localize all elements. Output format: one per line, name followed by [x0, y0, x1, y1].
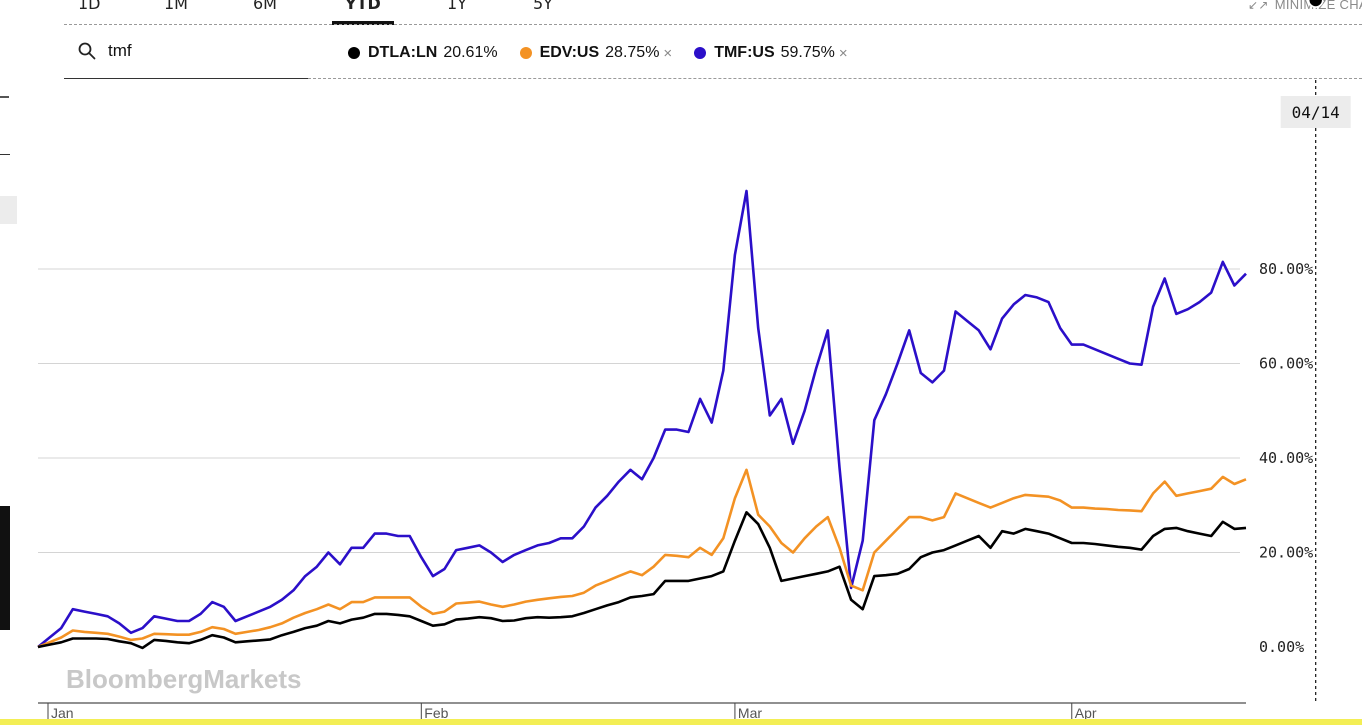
- legend-value: 59.75%: [780, 44, 835, 61]
- search-input[interactable]: [108, 41, 288, 61]
- bottom-strip: [0, 719, 1362, 725]
- security-search: [64, 30, 308, 79]
- comparison-legend: DTLA:LN 20.61% EDV:US 28.75% × TMF:US 59…: [348, 44, 870, 62]
- legend-item-tmf: TMF:US 59.75% ×: [694, 44, 848, 62]
- y-tick-label: 60.00%: [1259, 355, 1313, 373]
- legend-ticker: TMF:US: [714, 44, 775, 61]
- side-tab[interactable]: [0, 196, 17, 224]
- legend-dot: [519, 47, 532, 59]
- search-icon: [78, 42, 96, 60]
- x-tick-label: Feb: [424, 705, 448, 721]
- legend-item-dtla: DTLA:LN 20.61%: [348, 44, 498, 62]
- legend-item-edv: EDV:US 28.75% ×: [519, 44, 673, 62]
- legend-ticker: EDV:US: [539, 44, 600, 61]
- collapse-arrows-icon: ↙↗: [1248, 0, 1269, 12]
- legend-value: 20.61%: [443, 44, 498, 61]
- x-tick-label: Jan: [51, 705, 74, 721]
- side-bar: [0, 506, 10, 630]
- tab-1y[interactable]: 1Y: [447, 0, 467, 13]
- y-tick-label: 20.00%: [1259, 544, 1313, 562]
- y-tick-label: 0.00%: [1259, 638, 1304, 656]
- legend-dot: [348, 47, 360, 59]
- tab-1m[interactable]: 1M: [164, 0, 188, 13]
- tab-5y[interactable]: 5Y: [533, 0, 553, 13]
- x-tick-label: Mar: [738, 705, 762, 721]
- tab-ytd[interactable]: YTD: [345, 0, 381, 13]
- tabs-divider: [64, 24, 1362, 25]
- legend-divider: [308, 78, 1362, 79]
- tab-1d[interactable]: 1D: [78, 0, 101, 13]
- remove-tmf-icon[interactable]: ×: [838, 44, 848, 62]
- tab-6m[interactable]: 6M: [253, 0, 277, 13]
- series-line-edvus: [37, 468, 1247, 649]
- side-divider: [0, 154, 10, 155]
- hover-date: 04/14: [1292, 103, 1340, 122]
- x-tick-label: Apr: [1075, 705, 1097, 721]
- hover-date-box: [1280, 96, 1351, 128]
- watermark: BloombergMarkets: [66, 664, 302, 694]
- series-line-dtlaln: [37, 510, 1247, 650]
- legend-dot: [694, 47, 707, 59]
- legend-value: 28.75%: [605, 44, 660, 61]
- y-tick-label: 80.00%: [1259, 260, 1313, 278]
- series-line-tmfus: [37, 189, 1247, 649]
- y-tick-label: 40.00%: [1259, 449, 1313, 467]
- legend-ticker: DTLA:LN: [368, 44, 438, 61]
- remove-edv-icon[interactable]: ×: [663, 44, 673, 62]
- side-handle-icon: [0, 96, 9, 98]
- active-tab-indicator: [332, 21, 394, 25]
- hover-point-dtlaln: [1307, 0, 1324, 8]
